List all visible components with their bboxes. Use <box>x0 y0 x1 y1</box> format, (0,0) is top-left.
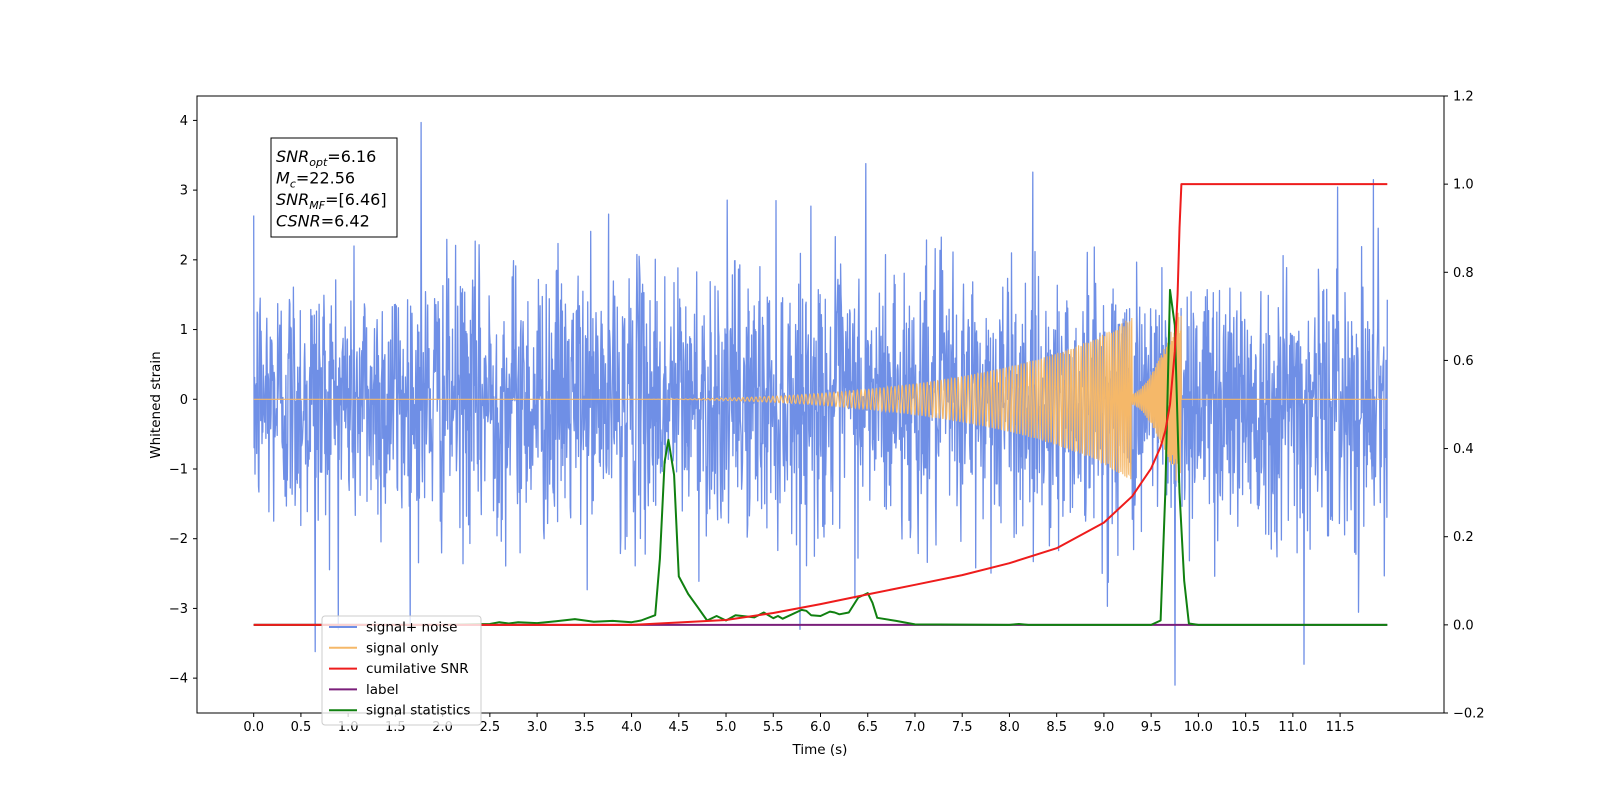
annotation-line: SNRopt=6.16 <box>276 147 376 169</box>
annotation-value: =[6.46] <box>325 190 387 209</box>
annotation-line: Mc=22.56 <box>276 169 355 191</box>
x-tick-label: 9.0 <box>1094 720 1115 735</box>
y-axis-label: Whitened strain <box>148 351 164 458</box>
x-tick-label: 7.0 <box>905 720 926 735</box>
annotation-value: =22.56 <box>296 169 355 188</box>
legend: signal+ noise signal only cumilative SNR la… <box>321 615 482 726</box>
axes-layer: 0.0 0.5 1.0 1.5 2.0 2.5 3.0 3.5 4.0 4.5 5.0 5.5 6.0 6… <box>169 90 1485 736</box>
annotation-symbol: SNR <box>276 147 309 166</box>
annotation-symbol: M <box>276 169 290 188</box>
annotation-value: =6.42 <box>321 212 370 231</box>
y-tick-label: −3 <box>169 602 188 617</box>
legend-entry-label: signal only <box>366 640 439 656</box>
series-signal-statistics-line <box>253 288 1388 626</box>
annotation-subscript: opt <box>309 156 328 169</box>
y2-tick-label: 0.6 <box>1453 354 1474 369</box>
x-tick-label: 4.0 <box>621 720 642 735</box>
x-tick-label: 11.5 <box>1326 720 1355 735</box>
annotation-subscript: c <box>290 178 296 191</box>
x-axis-label: Time (s) <box>792 742 848 758</box>
y-tick-label: −2 <box>169 532 188 547</box>
legend-entry-label: signal+ noise <box>366 620 457 636</box>
x-tick-label: 0.5 <box>291 720 312 735</box>
legend-frame <box>321 615 482 726</box>
x-tick-label: 9.5 <box>1141 720 1162 735</box>
x-tick-label: 10.0 <box>1184 720 1213 735</box>
x-tick-label: 0.0 <box>243 720 264 735</box>
x-tick-label: 3.0 <box>527 720 548 735</box>
x-tick-label: 6.5 <box>857 720 878 735</box>
y-tick-label: −4 <box>169 672 188 687</box>
y-tick-label: 2 <box>180 253 188 268</box>
x-tick-label: 5.5 <box>763 720 784 735</box>
legend-entry-label: cumilative SNR <box>366 661 469 677</box>
annotation-symbol: SNR <box>276 190 309 209</box>
annotation-line: CSNR=6.42 <box>276 212 370 231</box>
series-signal-noise-line <box>253 121 1388 686</box>
y-tick-label: 3 <box>180 184 188 199</box>
y2-tick-label: 1.0 <box>1453 178 1474 193</box>
x-tick-label: 6.0 <box>810 720 831 735</box>
series-cumulative-snr-line <box>253 183 1388 626</box>
x-tick-label: 11.0 <box>1278 720 1307 735</box>
x-tick-label: 8.5 <box>1046 720 1067 735</box>
x-tick-label: 3.5 <box>574 720 595 735</box>
y2-tick-label: −0.2 <box>1453 707 1485 722</box>
x-tick-label: 10.5 <box>1231 720 1260 735</box>
x-tick-label: 5.0 <box>716 720 737 735</box>
y-tick-label: 4 <box>180 114 188 129</box>
x-tick-label: 2.5 <box>480 720 501 735</box>
legend-entry-label: label <box>366 682 399 698</box>
annotation-value: =6.16 <box>327 147 376 166</box>
annotation-subscript: MF <box>309 199 325 212</box>
annotation-line: SNRMF=[6.46] <box>276 190 387 212</box>
y-tick-label: −1 <box>169 462 188 477</box>
y2-tick-label: 0.0 <box>1453 618 1474 633</box>
legend-entry-label: signal statistics <box>366 703 470 719</box>
y2-tick-label: 0.8 <box>1453 266 1474 281</box>
y-tick-label: 0 <box>180 393 188 408</box>
annotation-symbol: CSNR <box>276 212 321 231</box>
y2-tick-label: 0.4 <box>1453 442 1474 457</box>
annotation-frame <box>270 137 398 238</box>
x-tick-label: 8.0 <box>999 720 1020 735</box>
y2-tick-label: 0.2 <box>1453 530 1474 545</box>
y2-tick-label: 1.2 <box>1453 90 1474 105</box>
x-tick-label: 4.5 <box>668 720 689 735</box>
series-signal-only-line <box>253 312 1388 483</box>
y-tick-label: 1 <box>180 323 188 338</box>
x-tick-label: 7.5 <box>952 720 973 735</box>
